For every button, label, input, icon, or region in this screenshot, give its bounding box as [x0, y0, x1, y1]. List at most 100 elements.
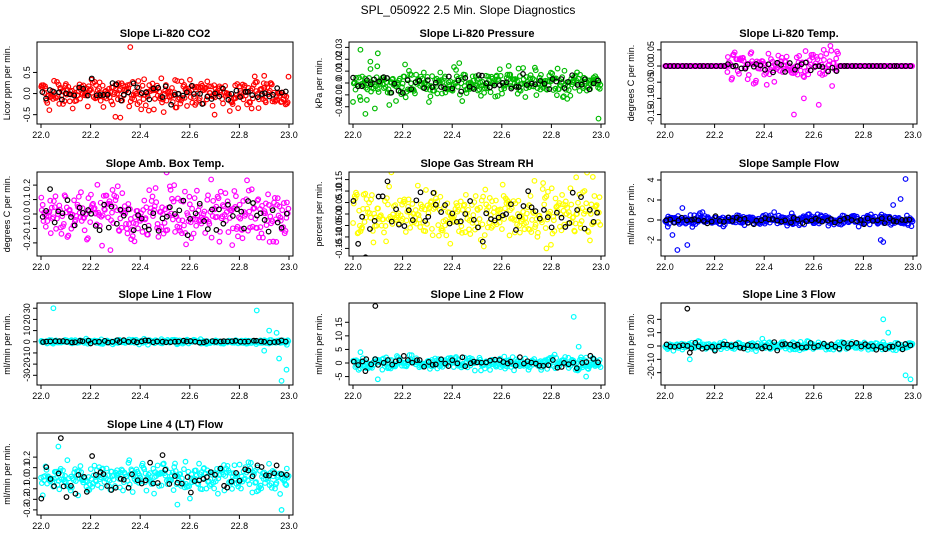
data-point: [245, 88, 251, 95]
data-point: [283, 482, 290, 488]
data-point: [283, 366, 290, 373]
data-point: [423, 187, 429, 193]
data-point: [127, 44, 134, 51]
x-tick-label: 22.2: [394, 130, 412, 140]
data-point: [837, 63, 844, 69]
data-point: [68, 482, 74, 489]
data-point: [546, 86, 553, 92]
data-point: [114, 183, 121, 190]
data-point: [581, 188, 588, 194]
data-point: [552, 85, 559, 92]
data-point: [549, 357, 556, 363]
data-point: [586, 206, 593, 213]
data-point: [548, 241, 554, 248]
data-point: [96, 79, 103, 86]
x-tick-label: 22.2: [394, 262, 412, 272]
y-tick-label: -0.1: [22, 221, 32, 237]
data-point: [39, 89, 46, 96]
data-point: [158, 482, 165, 489]
data-point: [482, 186, 489, 193]
data-point: [829, 64, 836, 71]
data-point: [262, 480, 268, 486]
data-point: [902, 372, 909, 379]
data-point: [386, 183, 393, 190]
plot-frame: [348, 302, 606, 386]
data-point: [381, 229, 387, 236]
data-point: [163, 213, 170, 220]
data-point: [779, 341, 786, 348]
data-point: [350, 198, 357, 204]
data-point: [573, 174, 580, 181]
data-point: [516, 229, 523, 236]
data-point: [197, 90, 203, 97]
data-point: [408, 86, 415, 93]
data-point: [417, 224, 424, 230]
data-point: [187, 94, 194, 101]
plot-frame: [36, 302, 294, 386]
x-tick-label: 22.8: [855, 262, 873, 272]
data-point: [187, 76, 193, 83]
data-point: [438, 356, 445, 363]
data-point: [87, 219, 94, 225]
data-point: [848, 217, 855, 223]
data-point: [802, 59, 809, 66]
data-point: [569, 189, 576, 196]
data-point: [878, 344, 884, 350]
data-point: [64, 197, 71, 204]
data-point: [265, 202, 272, 208]
data-point: [271, 339, 278, 345]
data-point: [828, 47, 835, 54]
data-point: [193, 187, 200, 194]
data-point: [231, 462, 238, 469]
data-point: [428, 198, 435, 205]
data-point: [147, 459, 154, 466]
data-point: [880, 239, 887, 245]
data-point: [802, 48, 809, 54]
data-point: [136, 99, 143, 106]
data-point: [729, 217, 736, 224]
data-point: [456, 60, 463, 66]
data-point: [840, 340, 847, 346]
data-point: [55, 477, 62, 484]
data-point: [145, 226, 152, 233]
data-point: [216, 206, 222, 213]
data-point: [284, 99, 291, 106]
data-point: [50, 198, 57, 205]
data-point: [172, 338, 178, 345]
data-point: [172, 228, 178, 235]
data-point: [113, 193, 120, 200]
data-point: [517, 354, 523, 361]
data-point: [577, 71, 583, 78]
data-point: [211, 111, 218, 118]
data-point: [392, 358, 399, 365]
data-point: [570, 214, 577, 220]
data-point: [169, 216, 176, 223]
data-point: [906, 216, 913, 223]
y-tick-label: 0.1: [22, 461, 32, 474]
data-point: [902, 341, 909, 347]
data-point: [404, 357, 411, 363]
data-point: [175, 90, 182, 97]
data-point: [393, 98, 399, 104]
data-point: [254, 79, 260, 85]
data-point: [124, 230, 131, 237]
data-point: [285, 73, 292, 80]
data-point: [492, 197, 499, 204]
data-point: [84, 92, 91, 99]
data-point: [154, 480, 161, 486]
data-point: [208, 176, 215, 183]
data-point: [544, 214, 551, 221]
data-point: [216, 238, 223, 245]
data-point: [547, 208, 554, 215]
data-point: [405, 203, 411, 210]
data-point: [466, 83, 473, 90]
data-point: [740, 57, 747, 64]
data-point: [56, 486, 63, 493]
data-point: [364, 77, 370, 84]
data-point: [55, 470, 62, 477]
data-point: [210, 197, 217, 204]
y-tick-label: -0.3: [22, 502, 32, 518]
data-point: [907, 376, 914, 383]
data-point: [807, 67, 814, 74]
data-point: [134, 477, 141, 484]
